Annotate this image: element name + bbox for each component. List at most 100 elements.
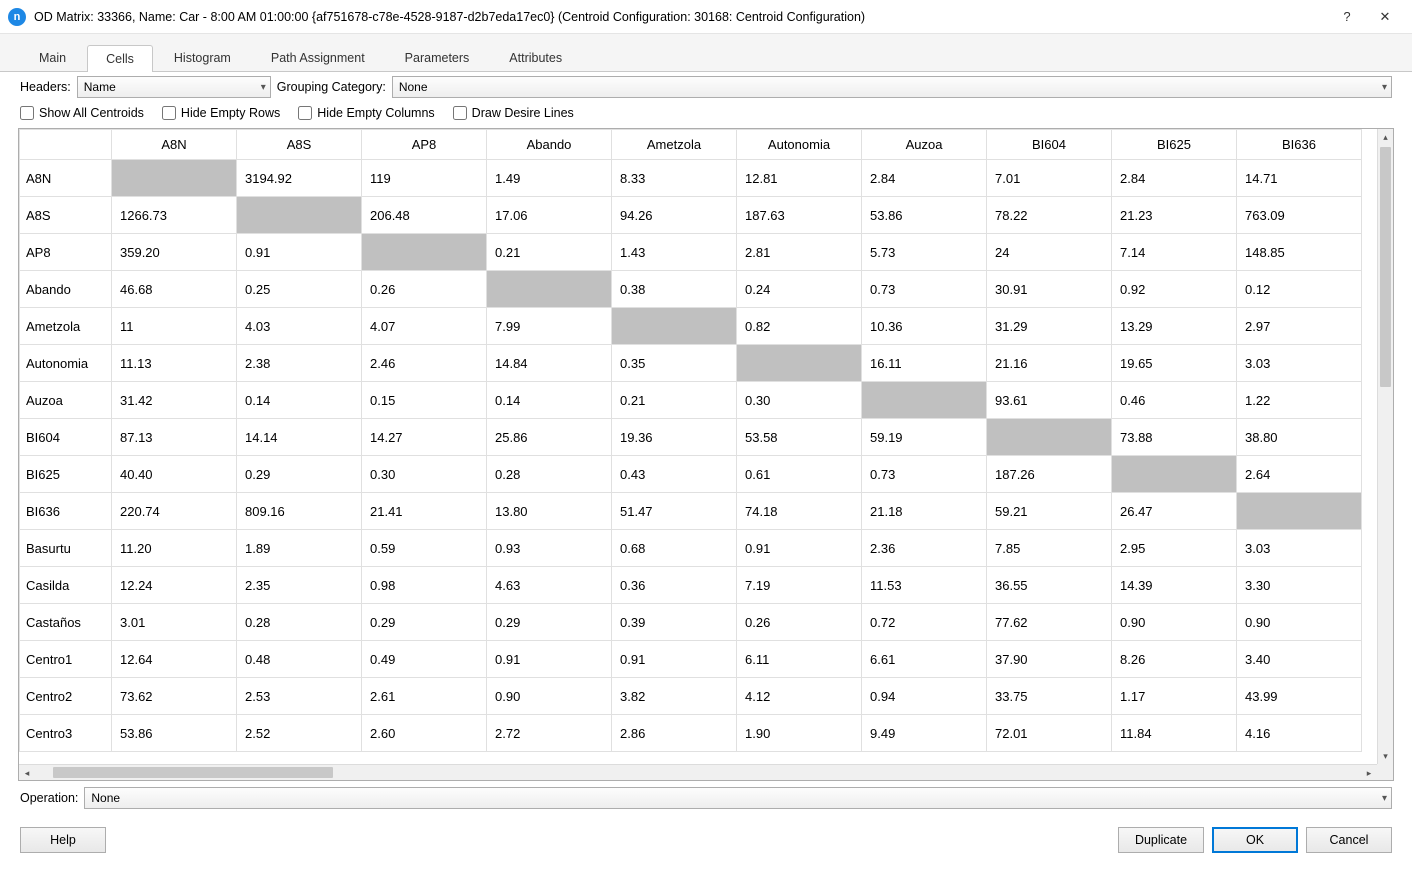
- matrix-cell[interactable]: 0.35: [612, 345, 737, 382]
- col-header[interactable]: A8N: [112, 130, 237, 160]
- matrix-cell[interactable]: 1.49: [487, 160, 612, 197]
- matrix-cell[interactable]: 3.01: [112, 604, 237, 641]
- matrix-cell[interactable]: 14.71: [1237, 160, 1362, 197]
- col-header[interactable]: Ametzola: [612, 130, 737, 160]
- grouping-select[interactable]: None: [392, 76, 1392, 98]
- col-header[interactable]: Autonomia: [737, 130, 862, 160]
- vertical-scrollbar[interactable]: ▴ ▾: [1377, 129, 1393, 764]
- matrix-cell[interactable]: 0.38: [612, 271, 737, 308]
- matrix-cell[interactable]: 36.55: [987, 567, 1112, 604]
- matrix-cell[interactable]: [362, 234, 487, 271]
- matrix-cell[interactable]: 3194.92: [237, 160, 362, 197]
- row-header[interactable]: Centro2: [20, 678, 112, 715]
- matrix-cell[interactable]: 14.27: [362, 419, 487, 456]
- col-header[interactable]: BI604: [987, 130, 1112, 160]
- matrix-cell[interactable]: [987, 419, 1112, 456]
- matrix-cell[interactable]: [737, 345, 862, 382]
- matrix-cell[interactable]: 53.58: [737, 419, 862, 456]
- matrix-cell[interactable]: 4.12: [737, 678, 862, 715]
- row-header[interactable]: BI604: [20, 419, 112, 456]
- row-header[interactable]: A8S: [20, 197, 112, 234]
- matrix-cell[interactable]: 6.11: [737, 641, 862, 678]
- matrix-cell[interactable]: 0.36: [612, 567, 737, 604]
- matrix-cell[interactable]: 763.09: [1237, 197, 1362, 234]
- matrix-cell[interactable]: 38.80: [1237, 419, 1362, 456]
- matrix-cell[interactable]: 220.74: [112, 493, 237, 530]
- col-header[interactable]: AP8: [362, 130, 487, 160]
- matrix-cell[interactable]: 7.14: [1112, 234, 1237, 271]
- matrix-cell[interactable]: 0.26: [737, 604, 862, 641]
- matrix-cell[interactable]: 2.36: [862, 530, 987, 567]
- matrix-cell[interactable]: 2.38: [237, 345, 362, 382]
- matrix-cell[interactable]: 7.19: [737, 567, 862, 604]
- row-header[interactable]: Castaños: [20, 604, 112, 641]
- matrix-cell[interactable]: 43.99: [1237, 678, 1362, 715]
- matrix-cell[interactable]: 73.62: [112, 678, 237, 715]
- matrix-cell[interactable]: 206.48: [362, 197, 487, 234]
- hide-empty-cols-box[interactable]: [298, 106, 312, 120]
- matrix-scroll-area[interactable]: A8NA8SAP8AbandoAmetzolaAutonomiaAuzoaBI6…: [19, 129, 1393, 780]
- row-header[interactable]: BI636: [20, 493, 112, 530]
- matrix-cell[interactable]: 0.43: [612, 456, 737, 493]
- matrix-cell[interactable]: 37.90: [987, 641, 1112, 678]
- row-header[interactable]: Casilda: [20, 567, 112, 604]
- matrix-cell[interactable]: 0.91: [487, 641, 612, 678]
- matrix-cell[interactable]: 7.99: [487, 308, 612, 345]
- matrix-cell[interactable]: 11: [112, 308, 237, 345]
- matrix-cell[interactable]: 187.26: [987, 456, 1112, 493]
- matrix-cell[interactable]: 0.73: [862, 456, 987, 493]
- matrix-cell[interactable]: 12.24: [112, 567, 237, 604]
- matrix-cell[interactable]: 2.72: [487, 715, 612, 752]
- matrix-cell[interactable]: 2.84: [1112, 160, 1237, 197]
- tab-attributes[interactable]: Attributes: [490, 44, 581, 71]
- matrix-cell[interactable]: 93.61: [987, 382, 1112, 419]
- matrix-cell[interactable]: 0.46: [1112, 382, 1237, 419]
- matrix-cell[interactable]: 72.01: [987, 715, 1112, 752]
- matrix-cell[interactable]: 0.29: [487, 604, 612, 641]
- hide-empty-rows-box[interactable]: [162, 106, 176, 120]
- matrix-cell[interactable]: 1.89: [237, 530, 362, 567]
- matrix-cell[interactable]: 0.48: [237, 641, 362, 678]
- matrix-cell[interactable]: 59.19: [862, 419, 987, 456]
- matrix-cell[interactable]: 0.21: [612, 382, 737, 419]
- matrix-cell[interactable]: [237, 197, 362, 234]
- matrix-cell[interactable]: 21.23: [1112, 197, 1237, 234]
- hide-empty-rows-check[interactable]: Hide Empty Rows: [162, 106, 280, 120]
- matrix-cell[interactable]: 0.26: [362, 271, 487, 308]
- show-all-centroids-box[interactable]: [20, 106, 34, 120]
- matrix-cell[interactable]: 0.30: [737, 382, 862, 419]
- help-button[interactable]: Help: [20, 827, 106, 853]
- draw-desire-lines-check[interactable]: Draw Desire Lines: [453, 106, 574, 120]
- matrix-cell[interactable]: 0.30: [362, 456, 487, 493]
- matrix-cell[interactable]: 12.81: [737, 160, 862, 197]
- matrix-cell[interactable]: 19.65: [1112, 345, 1237, 382]
- matrix-cell[interactable]: 0.93: [487, 530, 612, 567]
- hscroll-thumb[interactable]: [53, 767, 333, 778]
- matrix-cell[interactable]: 5.73: [862, 234, 987, 271]
- matrix-cell[interactable]: 8.33: [612, 160, 737, 197]
- matrix-cell[interactable]: 59.21: [987, 493, 1112, 530]
- matrix-cell[interactable]: 3.03: [1237, 530, 1362, 567]
- matrix-cell[interactable]: 46.68: [112, 271, 237, 308]
- matrix-cell[interactable]: 2.81: [737, 234, 862, 271]
- matrix-cell[interactable]: 0.73: [862, 271, 987, 308]
- matrix-cell[interactable]: 0.91: [612, 641, 737, 678]
- matrix-cell[interactable]: 7.85: [987, 530, 1112, 567]
- matrix-cell[interactable]: 2.61: [362, 678, 487, 715]
- matrix-cell[interactable]: 2.84: [862, 160, 987, 197]
- ok-button[interactable]: OK: [1212, 827, 1298, 853]
- tab-cells[interactable]: Cells: [87, 45, 153, 72]
- matrix-cell[interactable]: 53.86: [112, 715, 237, 752]
- operation-select[interactable]: None: [84, 787, 1392, 809]
- matrix-cell[interactable]: [1237, 493, 1362, 530]
- close-icon[interactable]: ✕: [1366, 3, 1404, 31]
- matrix-cell[interactable]: 0.90: [1112, 604, 1237, 641]
- matrix-cell[interactable]: 9.49: [862, 715, 987, 752]
- matrix-cell[interactable]: [1112, 456, 1237, 493]
- matrix-cell[interactable]: 11.53: [862, 567, 987, 604]
- matrix-cell[interactable]: 77.62: [987, 604, 1112, 641]
- matrix-cell[interactable]: 0.25: [237, 271, 362, 308]
- matrix-cell[interactable]: 2.97: [1237, 308, 1362, 345]
- matrix-cell[interactable]: 0.21: [487, 234, 612, 271]
- matrix-cell[interactable]: 4.03: [237, 308, 362, 345]
